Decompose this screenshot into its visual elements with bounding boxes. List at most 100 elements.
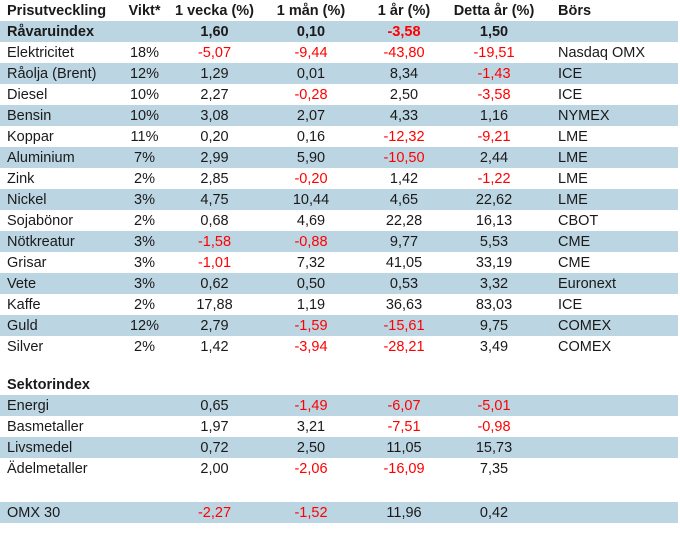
cell-bors [540, 21, 678, 42]
table-row: Aluminium 7% 2,99 5,90 -10,50 2,44 LME [0, 147, 678, 168]
cell-vikt: 3% [134, 275, 155, 292]
cell-1-ar: 4,65 [389, 191, 419, 208]
cell-bors [540, 458, 678, 479]
cell-1-vecka: 2,85 [200, 170, 229, 187]
column-header-detta-ar: Detta år (%) [453, 2, 535, 19]
cell-vikt [122, 416, 167, 437]
cell-1-vecka [167, 374, 262, 395]
cell-1-ar: -6,07 [387, 397, 421, 414]
commodity-rows: Råvaruindex 1,60 0,10 -3,58 1,50 Elektricitet… [0, 21, 678, 357]
cell-1-vecka: 0,72 [200, 439, 229, 456]
cell-detta-ar: 7,35 [479, 460, 509, 477]
cell-detta-ar: 16,13 [475, 212, 513, 229]
cell-detta-ar: -1,43 [477, 65, 511, 82]
cell-detta-ar [448, 374, 540, 395]
cell-name: Energi [7, 397, 49, 414]
cell-name: Vete [7, 275, 37, 292]
column-header-1-ar: 1 år (%) [377, 2, 431, 19]
cell-bors: ICE [558, 65, 583, 82]
cell-1-ar: -16,09 [383, 460, 425, 477]
cell-bors: ICE [558, 86, 583, 103]
column-header-1-vecka: 1 vecka (%) [175, 2, 254, 19]
cell-detta-ar: 9,75 [479, 317, 509, 334]
table-row: Nickel 3% 4,75 10,44 4,65 22,62 LME [0, 189, 678, 210]
cell-1-man: -0,88 [294, 233, 328, 250]
cell-1-man: -1,59 [294, 317, 328, 334]
cell-1-man [262, 374, 360, 395]
cell-1-vecka: 1,60 [200, 23, 229, 40]
column-header-vikt: Vikt* [128, 2, 161, 19]
cell-1-vecka: 4,75 [200, 191, 229, 208]
cell-1-ar: 8,34 [389, 65, 419, 82]
cell-1-ar: 36,63 [385, 296, 423, 313]
cell-name: OMX 30 [7, 504, 61, 521]
cell-1-vecka: 1,42 [200, 338, 229, 355]
cell-vikt: 2% [134, 212, 155, 229]
cell-1-ar: 9,77 [389, 233, 419, 250]
cell-1-man: -3,94 [294, 338, 328, 355]
cell-1-vecka: -5,07 [197, 44, 232, 61]
cell-name: Råolja (Brent) [7, 65, 97, 82]
cell-1-vecka: 1,97 [200, 418, 229, 435]
cell-1-vecka: -1,01 [197, 254, 232, 271]
cell-vikt: 2% [134, 296, 155, 313]
cell-name: Silver [7, 338, 44, 355]
table-row: Vete 3% 0,62 0,50 0,53 3,32 Euronext [0, 273, 678, 294]
table-row: Grisar 3% -1,01 7,32 41,05 33,19 CME [0, 252, 678, 273]
cell-vikt: 2% [134, 338, 155, 355]
cell-1-ar: 2,50 [389, 86, 419, 103]
cell-name: Livsmedel [7, 439, 73, 456]
cell-1-man: -2,06 [294, 460, 328, 477]
cell-vikt: 10% [129, 86, 160, 103]
cell-vikt [122, 458, 167, 479]
cell-vikt: 2% [134, 170, 155, 187]
cell-detta-ar: 0,42 [479, 504, 509, 521]
cell-bors: LME [558, 128, 588, 145]
cell-bors: COMEX [558, 317, 612, 334]
cell-1-man: -0,20 [294, 170, 328, 187]
cell-1-ar: -3,58 [387, 23, 421, 40]
cell-bors: ICE [558, 296, 583, 313]
cell-1-vecka: 0,65 [200, 397, 229, 414]
cell-1-vecka: 2,00 [200, 460, 229, 477]
cell-detta-ar: -1,22 [477, 170, 511, 187]
cell-detta-ar: 1,50 [479, 23, 509, 40]
cell-1-ar: -10,50 [383, 149, 425, 166]
table-row: Råvaruindex 1,60 0,10 -3,58 1,50 [0, 21, 678, 42]
table-row: Elektricitet 18% -5,07 -9,44 -43,80 -19,51 Nas… [0, 42, 678, 63]
cell-vikt [122, 502, 167, 523]
cell-1-man: 0,10 [296, 23, 326, 40]
cell-1-ar: -28,21 [383, 338, 425, 355]
cell-1-man: -9,44 [294, 44, 328, 61]
cell-bors [540, 437, 678, 458]
cell-vikt: 11% [130, 128, 159, 145]
cell-bors: CBOT [558, 212, 599, 229]
cell-name: Kaffe [7, 296, 41, 313]
cell-bors [540, 395, 678, 416]
cell-1-ar: -15,61 [383, 317, 425, 334]
cell-1-ar: 11,05 [386, 439, 422, 456]
cell-bors: Euronext [558, 275, 617, 292]
cell-vikt [122, 374, 167, 395]
cell-1-vecka: 2,27 [200, 86, 229, 103]
cell-detta-ar: 3,32 [479, 275, 509, 292]
cell-1-ar: 22,28 [385, 212, 423, 229]
cell-detta-ar: 33,19 [475, 254, 513, 271]
cell-detta-ar: 1,16 [479, 107, 509, 124]
column-header-1-man: 1 mån (%) [276, 2, 346, 19]
cell-name: Elektricitet [7, 44, 74, 61]
cell-1-man: -0,28 [294, 86, 328, 103]
cell-1-vecka: 2,79 [200, 317, 229, 334]
column-header-bors: Börs [558, 2, 592, 19]
cell-name: Aluminium [7, 149, 75, 166]
cell-1-ar: -12,32 [383, 128, 425, 145]
cell-bors: Nasdaq OMX [558, 44, 646, 61]
cell-1-man: 0,50 [296, 275, 326, 292]
cell-1-vecka: 3,08 [200, 107, 229, 124]
table-row: Kaffe 2% 17,88 1,19 36,63 83,03 ICE [0, 294, 678, 315]
column-header-prisutveckling: Prisutveckling [7, 2, 107, 19]
cell-bors: LME [558, 191, 588, 208]
cell-name: Nickel [7, 191, 47, 208]
cell-1-ar: 1,42 [389, 170, 419, 187]
cell-vikt: 7% [134, 149, 155, 166]
